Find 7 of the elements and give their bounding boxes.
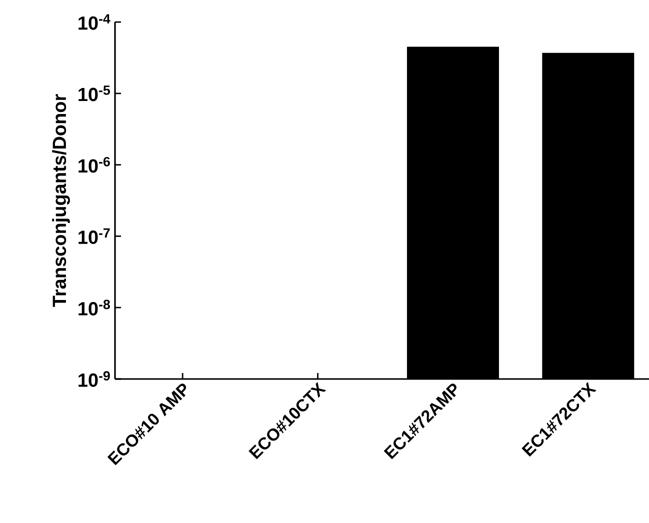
y-tick-label: 10$^{-4}$ (78, 14, 110, 30)
y-tick-label: 10$^{-8}$ (78, 300, 110, 316)
y-tick-label: 10$^{-7}$ (78, 228, 110, 244)
y-tick-label: 10$^{-5}$ (78, 86, 110, 102)
y-tick-label: 10$^{-6}$ (78, 156, 110, 173)
y-axis-title: Transconjugants/Donor (52, 94, 70, 307)
y-tick-label: 10$^{-9}$ (78, 371, 110, 387)
